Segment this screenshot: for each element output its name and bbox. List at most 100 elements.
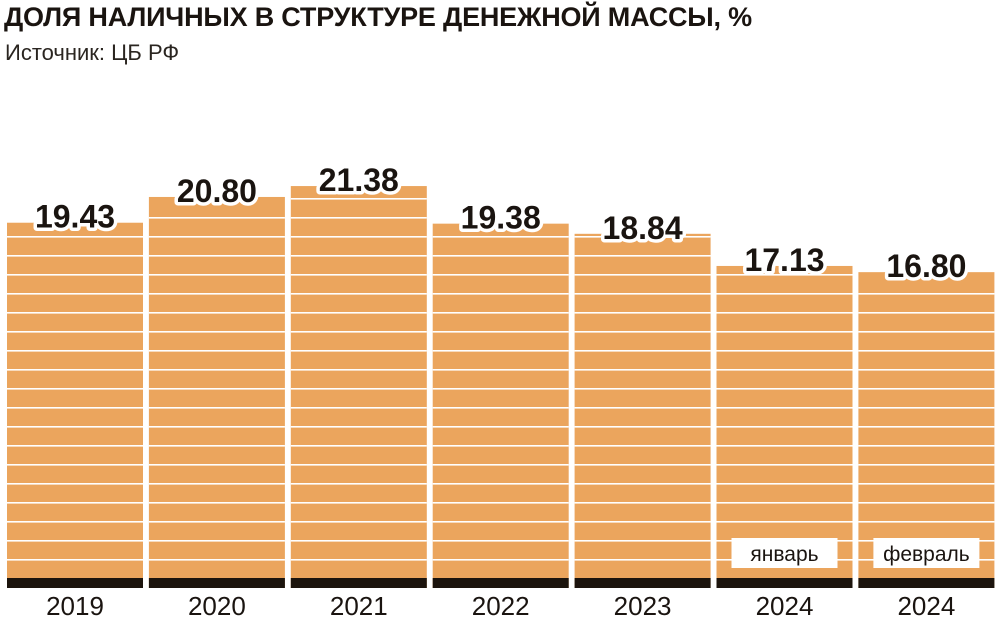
bar-stripe (7, 483, 143, 485)
bar-stripe (290, 236, 427, 238)
bar-stripe (148, 274, 285, 276)
bar-stripe (716, 274, 853, 276)
bar-stripe (574, 445, 711, 447)
bar-stripe (432, 445, 569, 447)
bar-stripe (432, 312, 569, 314)
bar (7, 222, 143, 588)
bar-stripe (7, 445, 143, 447)
bar-stripe (432, 274, 569, 276)
bar-stripe (716, 521, 853, 523)
bar-stripe (574, 540, 711, 542)
bar-stripe (7, 312, 143, 314)
x-tick-label: 2020 (188, 591, 246, 617)
bar-stripe (7, 274, 143, 276)
month-tag-label: февраль (883, 543, 970, 566)
bar-stripe (574, 559, 711, 561)
bar-stripe (148, 255, 285, 257)
bar-stripe (148, 445, 285, 447)
bar-stripe (290, 407, 427, 409)
bar-value-label: 16.80 (886, 248, 966, 284)
bar-stripe (574, 483, 711, 485)
bar-stripe (290, 426, 427, 428)
bar-base (148, 578, 285, 588)
bar-stripe (858, 388, 995, 390)
bar-stripe (7, 502, 143, 504)
bar-stripe (7, 350, 143, 352)
bar-stripe (574, 369, 711, 371)
bar-stripe (7, 521, 143, 523)
month-tag (731, 538, 838, 568)
bar-stripe (148, 559, 285, 561)
bar-stripe (574, 464, 711, 466)
bar-stripe (148, 350, 285, 352)
bar-stripe (148, 502, 285, 504)
bar-stripe (858, 521, 995, 523)
bar-stripe (432, 350, 569, 352)
bar-stripe (148, 293, 285, 295)
bar-stripe (574, 274, 711, 276)
month-tag-label: январь (750, 543, 818, 566)
bar-stripe (716, 483, 853, 485)
bar-stripe (716, 388, 853, 390)
bar-stripe (290, 312, 427, 314)
bar-stripe (858, 426, 995, 428)
bar-stripe (574, 521, 711, 523)
bar-stripe (574, 407, 711, 409)
bar-stripe (148, 217, 285, 219)
bar-stripe (7, 293, 143, 295)
bar-base (716, 578, 853, 588)
bar-stripe (858, 502, 995, 504)
bar-stripe (716, 407, 853, 409)
bar-base (290, 578, 427, 588)
bar-base (432, 578, 569, 588)
x-tick-label: 2021 (330, 591, 388, 617)
bar-stripe (7, 540, 143, 542)
bar-value-label: 20.80 (177, 173, 257, 209)
chart-source: Источник: ЦБ РФ (5, 40, 180, 65)
bar-stripe (7, 255, 143, 257)
bar-stripe (574, 388, 711, 390)
bar-stripe (290, 540, 427, 542)
x-tick-label: 2019 (46, 591, 104, 617)
bar-stripe (858, 293, 995, 295)
bar-stripe (574, 293, 711, 295)
bar-stripe (290, 559, 427, 561)
bar-stripe (574, 502, 711, 504)
bar-stripe (432, 255, 569, 257)
bar-stripe (858, 312, 995, 314)
x-tick-label: 2024 (756, 591, 814, 617)
bar-stripe (574, 426, 711, 428)
bar-stripe (574, 312, 711, 314)
bar-stripe (7, 369, 143, 371)
bar-stripe (858, 331, 995, 333)
bar-stripe (716, 445, 853, 447)
bar-stripe (290, 502, 427, 504)
bar-stripe (574, 350, 711, 352)
bar-stripe (7, 464, 143, 466)
bar-stripe (148, 407, 285, 409)
bar-stripe (7, 388, 143, 390)
bar-stripe (858, 464, 995, 466)
bar-value-label: 21.38 (319, 162, 399, 198)
bar-stripe (858, 369, 995, 371)
bar-stripe (148, 521, 285, 523)
bar (290, 186, 427, 588)
bar-stripe (716, 331, 853, 333)
bar-stripe (148, 426, 285, 428)
bar-stripe (432, 331, 569, 333)
bar-stripe (290, 521, 427, 523)
bar (148, 196, 285, 588)
bar-stripe (148, 483, 285, 485)
bar-stripe (432, 388, 569, 390)
bar-stripe (290, 483, 427, 485)
bar-stripe (290, 217, 427, 219)
bar-stripe (290, 388, 427, 390)
bar-stripe (716, 426, 853, 428)
bar-stripe (7, 331, 143, 333)
bar-stripe (7, 559, 143, 561)
bar-stripe (716, 369, 853, 371)
bar-stripe (148, 464, 285, 466)
bar-stripe (858, 445, 995, 447)
bar-stripe (7, 407, 143, 409)
